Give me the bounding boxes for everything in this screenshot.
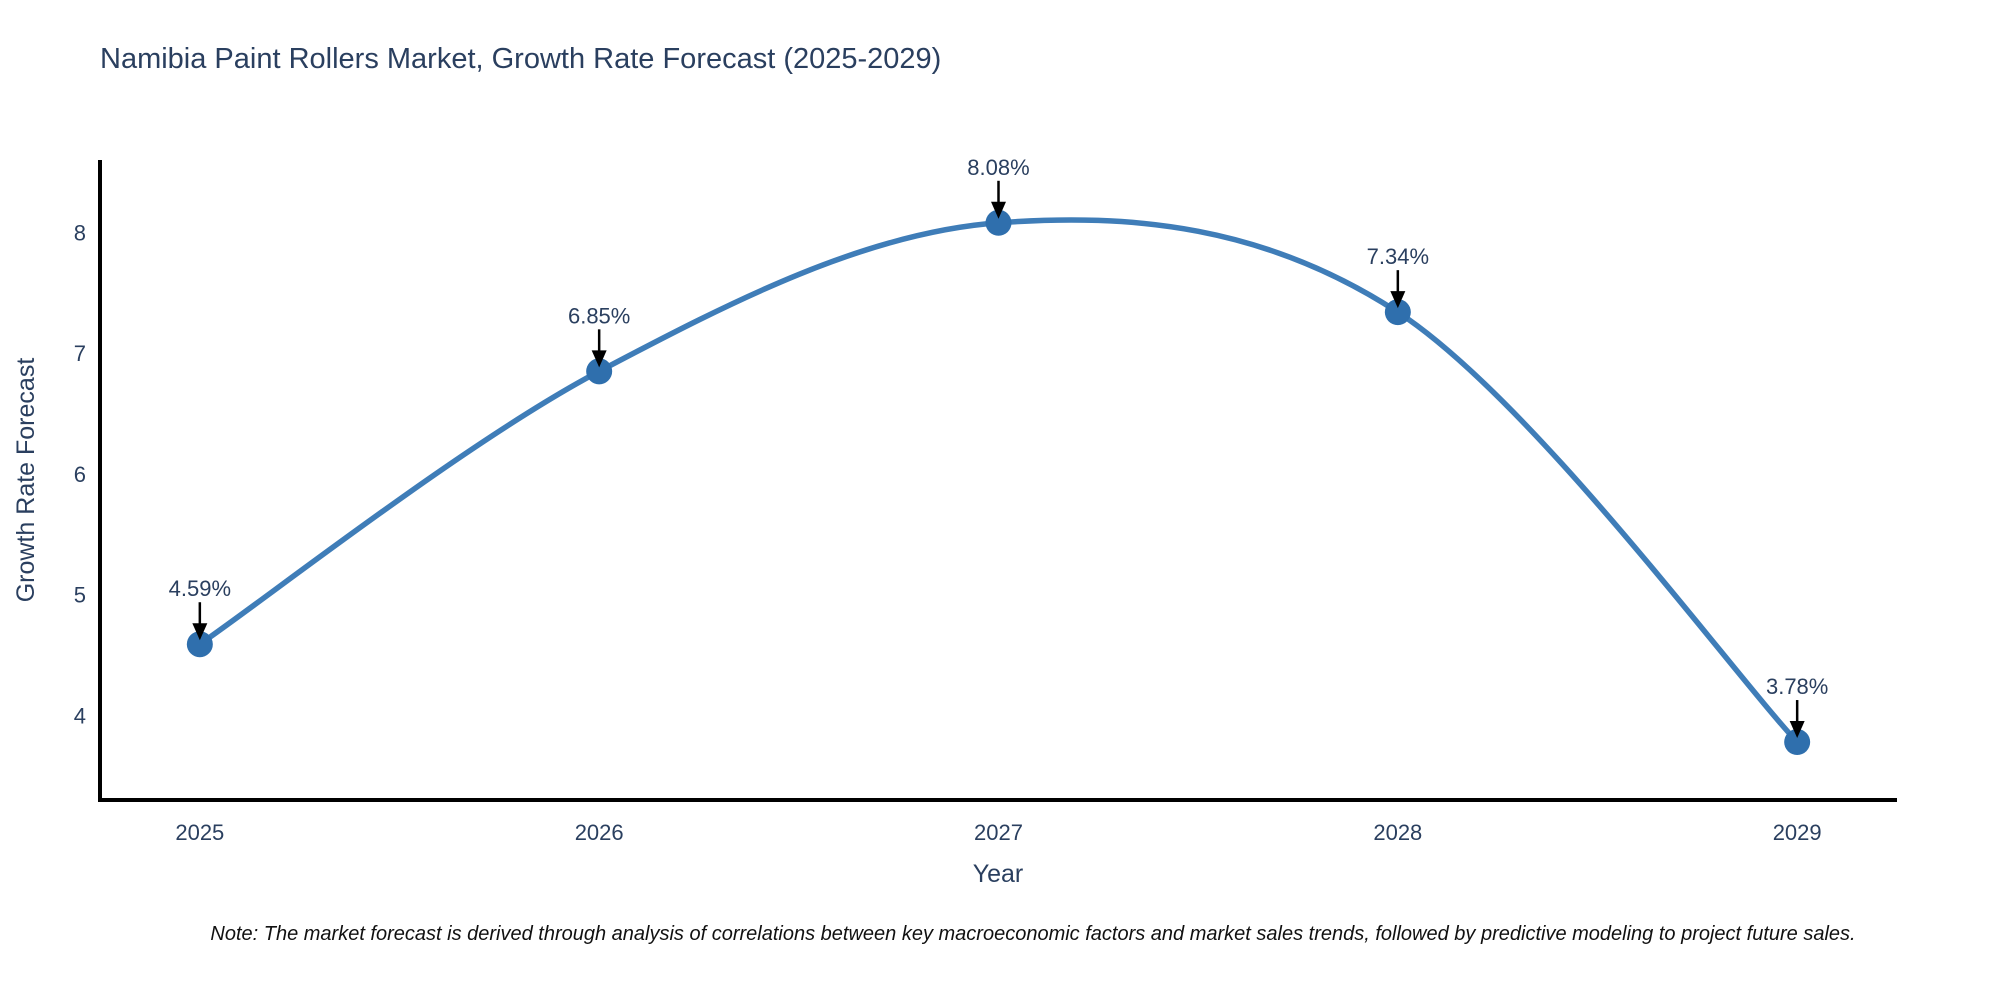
x-tick-label: 2026 bbox=[575, 820, 624, 845]
y-tick-label: 8 bbox=[74, 220, 86, 245]
annotation-arrowhead-icon bbox=[991, 201, 1006, 219]
data-point-marker[interactable] bbox=[1784, 729, 1811, 756]
y-axis-title: Growth Rate Forecast bbox=[12, 358, 40, 603]
data-point-marker[interactable] bbox=[985, 209, 1012, 236]
footnote: Note: The market forecast is derived thr… bbox=[210, 923, 1855, 945]
point-annotation: 8.08% bbox=[967, 155, 1030, 219]
point-annotation: 6.85% bbox=[568, 303, 630, 368]
point-annotation-label: 6.85% bbox=[568, 303, 630, 328]
x-tick-label: 2028 bbox=[1373, 820, 1422, 845]
series-line bbox=[197, 217, 1800, 745]
y-tick-label: 5 bbox=[74, 583, 86, 608]
annotation-arrowhead-icon bbox=[1390, 291, 1406, 309]
annotation-arrowhead-icon bbox=[591, 350, 607, 368]
x-axis-title: Year bbox=[973, 860, 1024, 888]
point-annotation-label: 7.34% bbox=[1367, 244, 1429, 269]
x-axis-tick-labels: 2025 2026 2027 2028 2029 bbox=[175, 820, 1821, 845]
y-axis: 4 5 6 7 8 Growth Rate Forecast bbox=[12, 160, 102, 800]
x-axis: 2025 2026 2027 2028 2029 Year bbox=[98, 798, 1897, 888]
y-tick-label: 7 bbox=[74, 341, 86, 366]
point-annotation: 7.34% bbox=[1367, 244, 1429, 309]
x-tick-label: 2027 bbox=[974, 820, 1023, 845]
series-markers bbox=[186, 209, 1811, 756]
point-annotation: 4.59% bbox=[169, 576, 231, 641]
y-tick-label: 4 bbox=[74, 703, 86, 728]
data-point-marker[interactable] bbox=[186, 631, 213, 658]
x-tick-label: 2029 bbox=[1773, 820, 1822, 845]
annotation-arrowhead-icon bbox=[1789, 721, 1805, 739]
point-annotation-label: 3.78% bbox=[1766, 674, 1828, 699]
point-annotation: 3.78% bbox=[1766, 674, 1828, 739]
x-tick-label: 2025 bbox=[175, 820, 224, 845]
point-annotation-label: 4.59% bbox=[169, 576, 231, 601]
annotation-arrowhead-icon bbox=[192, 623, 208, 641]
data-point-marker[interactable] bbox=[1384, 299, 1411, 326]
point-annotation-label: 8.08% bbox=[967, 155, 1029, 180]
chart-title: Namibia Paint Rollers Market, Growth Rat… bbox=[100, 43, 941, 75]
y-axis-tick-labels: 4 5 6 7 8 bbox=[74, 220, 86, 728]
y-tick-label: 6 bbox=[74, 462, 86, 487]
data-point-marker[interactable] bbox=[586, 358, 613, 385]
point-annotations: 4.59% 6.85% 8.08% 7.34% 3.78% bbox=[169, 155, 1828, 739]
